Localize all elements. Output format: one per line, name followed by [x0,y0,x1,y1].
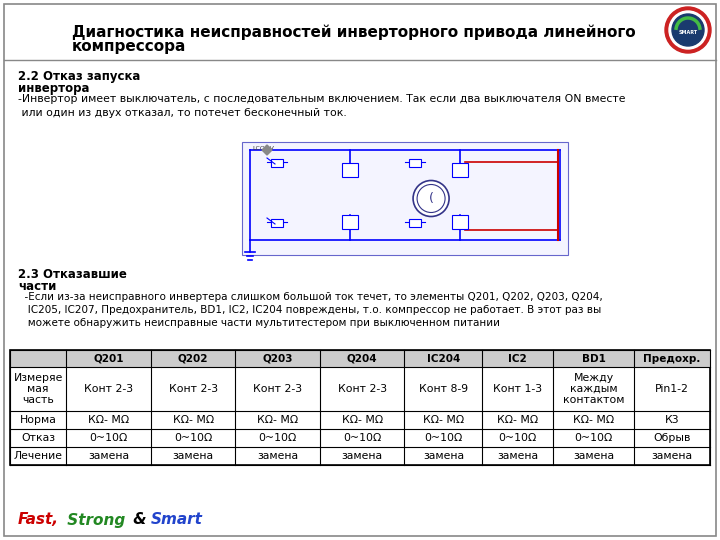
Text: Конт 2-3: Конт 2-3 [253,384,302,394]
Text: КΩ- МΩ: КΩ- МΩ [173,415,214,425]
Circle shape [413,180,449,217]
Text: 0~10Ω: 0~10Ω [258,433,297,443]
Text: инвертора: инвертора [18,82,89,95]
Bar [242,142,568,255]
Text: замена: замена [652,451,693,461]
Bar [10,350,710,367]
Text: Q201: Q201 [94,354,124,363]
Text: 0~10Ω: 0~10Ω [174,433,212,443]
Text: замена: замена [573,451,614,461]
Text: Q202: Q202 [178,354,208,363]
Bar [10,350,710,465]
Text: 2.3 Отказавшие: 2.3 Отказавшие [18,268,127,281]
Text: замена: замена [497,451,539,461]
Text: 0~10Ω: 0~10Ω [424,433,462,443]
Text: Pin1-2: Pin1-2 [655,384,689,394]
Text: IC204: IC204 [427,354,460,363]
Text: Q204: Q204 [347,354,377,363]
Text: КΩ- МΩ: КΩ- МΩ [341,415,383,425]
Circle shape [665,7,711,53]
Text: Обрыв: Обрыв [653,433,690,443]
Text: IC2: IC2 [508,354,527,363]
Bar [409,159,421,167]
Circle shape [417,185,445,213]
Text: -Если из-за неисправного инвертера слишком большой ток течет, то элементы Q201, : -Если из-за неисправного инвертера слишк… [18,292,603,328]
Text: замена: замена [257,451,298,461]
Text: BD1: BD1 [582,354,606,363]
Text: Конт 2-3: Конт 2-3 [168,384,217,394]
Text: Между
каждым
контактом: Между каждым контактом [563,373,624,405]
Bar [341,163,358,177]
Text: Измеряе
мая
часть: Измеряе мая часть [14,373,63,405]
Text: замена: замена [423,451,464,461]
Text: Диагностика неисправностей инверторного привода линейного: Диагностика неисправностей инверторного … [72,24,636,40]
Text: Лечение: Лечение [14,451,63,461]
Text: 2.2 Отказ запуска: 2.2 Отказ запуска [18,70,140,83]
Text: Конт 1-3: Конт 1-3 [493,384,542,394]
Text: Конт 8-9: Конт 8-9 [419,384,468,394]
Bar [452,215,469,229]
Text: 0~10Ω: 0~10Ω [575,433,613,443]
Text: Отказ: Отказ [21,433,55,443]
Text: Smart: Smart [151,512,203,528]
Text: LCONV: LCONV [252,146,274,151]
Bar [452,163,469,177]
Text: Конт 2-3: Конт 2-3 [338,384,387,394]
Circle shape [669,11,707,49]
Text: (: ( [428,192,433,205]
Text: 0~10Ω: 0~10Ω [498,433,537,443]
Text: КΩ- МΩ: КΩ- МΩ [573,415,614,425]
Text: SMART: SMART [678,30,698,36]
Text: КΩ- МΩ: КΩ- МΩ [88,415,129,425]
Text: Strong: Strong [62,512,125,528]
Text: 0~10Ω: 0~10Ω [89,433,127,443]
Text: Q203: Q203 [262,354,293,363]
Text: замена: замена [341,451,383,461]
Bar [271,219,283,227]
Text: -Инвертор имеет выключатель, с последовательным включением. Так если два выключа: -Инвертор имеет выключатель, с последова… [18,94,626,118]
Text: компрессора: компрессора [72,39,186,55]
Text: КΩ- МΩ: КΩ- МΩ [423,415,464,425]
Text: Норма: Норма [19,415,57,425]
Circle shape [672,14,704,46]
Text: 0~10Ω: 0~10Ω [343,433,382,443]
Text: части: части [18,280,56,293]
Text: замена: замена [173,451,214,461]
Text: замена: замена [88,451,129,461]
Text: К3: К3 [665,415,680,425]
Text: КΩ- МΩ: КΩ- МΩ [257,415,298,425]
Text: Предохр.: Предохр. [644,354,701,363]
Text: Конт 2-3: Конт 2-3 [84,384,133,394]
Bar [341,215,358,229]
Text: Fast,: Fast, [18,512,59,528]
Bar [409,219,421,227]
Bar [271,159,283,167]
Text: КΩ- МΩ: КΩ- МΩ [497,415,539,425]
Text: &: & [128,512,152,528]
